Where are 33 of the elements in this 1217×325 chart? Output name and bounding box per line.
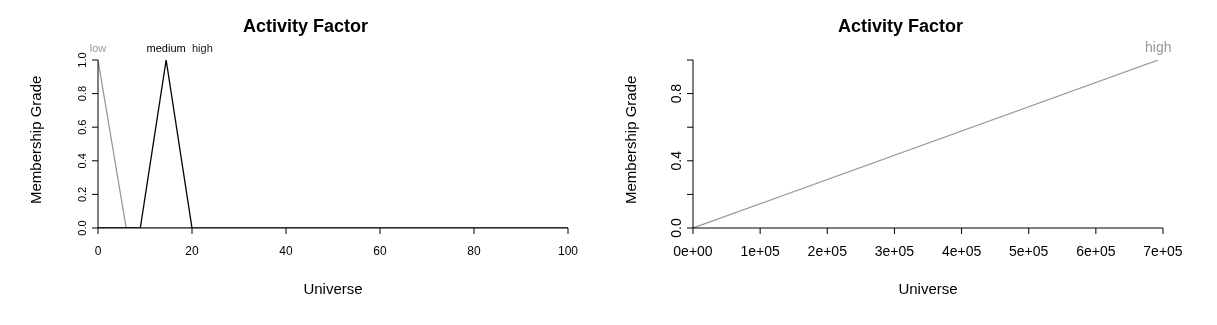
x-axis-title: Universe [303,280,363,297]
x-tick-label: 2e+05 [807,242,848,259]
x-tick-label: 0e+00 [673,242,713,259]
x-tick-label: 1e+05 [740,242,781,259]
series-label: medium [146,42,186,54]
x-tick-label: 100 [557,243,579,258]
y-tick-label: 0.4 [76,153,88,169]
y-tick-label: 0.8 [668,83,684,104]
y-tick-label: 0.8 [76,85,88,102]
x-tick-label: 20 [185,243,199,258]
y-tick-label: 0.4 [668,150,684,171]
y-tick-label: 0.0 [76,220,88,236]
x-tick-label: 80 [467,243,481,258]
x-axis-title: Universe [898,280,958,297]
y-tick-label: 0.6 [76,119,88,135]
x-tick-label: 60 [373,243,387,258]
text: high [192,42,213,54]
y-tick-label: 1.0 [76,52,88,68]
y-tick-label: 0.0 [668,218,684,238]
y-axis-title: Membership Grade [27,75,45,204]
y-axis-title: Membership Grade [622,75,640,204]
x-tick-label: 3e+05 [874,242,915,259]
x-tick-label: 0 [94,243,102,258]
x-tick-label: 7e+05 [1143,242,1183,259]
y-tick-label: 0.2 [76,186,88,203]
x-tick-label: 5e+05 [1009,242,1049,259]
x-tick-label: 40 [279,243,293,258]
series-label: high [1145,39,1172,55]
chart-title: Activity Factor [241,16,369,38]
chart-title: Activity Factor [836,16,964,38]
x-tick-label: 4e+05 [941,242,982,259]
x-tick-label: 6e+05 [1076,242,1116,259]
series-label: low [89,42,107,54]
